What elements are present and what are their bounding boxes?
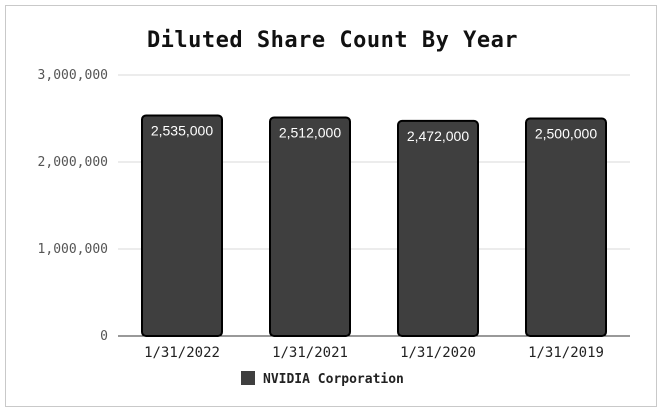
x-tick-label: 1/31/2022 <box>144 345 220 361</box>
data-label: 2,535,000 <box>151 122 213 138</box>
x-tick-label: 1/31/2020 <box>400 345 476 361</box>
y-tick-label: 1,000,000 <box>38 242 108 257</box>
data-label: 2,500,000 <box>535 126 597 142</box>
y-tick-label: 0 <box>100 329 108 344</box>
bar <box>269 116 351 338</box>
legend-label: NVIDIA Corporation <box>263 372 404 387</box>
bar <box>397 119 479 337</box>
data-label: 2,472,000 <box>407 128 469 144</box>
bar <box>525 117 607 337</box>
y-tick-label: 2,000,000 <box>38 155 108 170</box>
x-tick-label: 1/31/2021 <box>272 345 348 361</box>
legend-swatch <box>241 371 255 385</box>
y-tick-label: 3,000,000 <box>38 68 108 83</box>
bar <box>141 114 223 337</box>
x-tick-label: 1/31/2019 <box>528 345 604 361</box>
chart-title: Diluted Share Count By Year <box>146 28 519 53</box>
data-label: 2,512,000 <box>279 124 341 140</box>
